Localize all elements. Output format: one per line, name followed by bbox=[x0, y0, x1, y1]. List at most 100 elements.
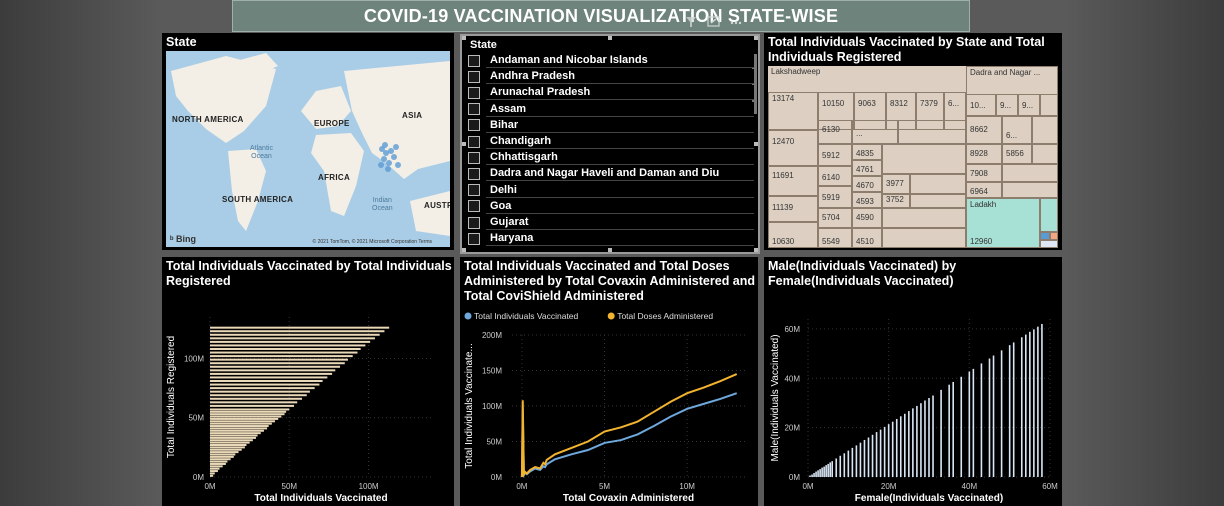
treemap-cell[interactable] bbox=[898, 120, 966, 144]
bar-chart[interactable]: 0M 50M 100M 0M 50M 100M Total Individuals Vacc… bbox=[162, 257, 454, 506]
slicer-item[interactable]: Assam bbox=[468, 101, 754, 117]
treemap-cell[interactable]: 9063 bbox=[854, 92, 886, 130]
treemap-cell[interactable]: 6130 bbox=[818, 120, 852, 144]
treemap-cell[interactable]: 3752 bbox=[882, 194, 910, 208]
resize-handle-left[interactable] bbox=[462, 142, 466, 146]
bar-chart-panel[interactable]: Total Individuals Vaccinated by Total In… bbox=[162, 257, 454, 506]
treemap-cell[interactable]: 8928 bbox=[966, 144, 1002, 164]
resize-handle-br[interactable] bbox=[754, 248, 758, 252]
slicer-checkbox[interactable] bbox=[468, 184, 480, 197]
treemap-cell-lakshadweep[interactable]: Lakshadweep bbox=[771, 67, 821, 76]
visual-header-icons[interactable] bbox=[684, 14, 744, 30]
line-chart-panel[interactable]: Total Individuals Vaccinated and Total D… bbox=[460, 257, 758, 506]
treemap-cell[interactable] bbox=[1040, 232, 1050, 240]
treemap-cell[interactable]: 7908 bbox=[966, 164, 1002, 182]
state-slicer[interactable]: State Andaman and Nicobar Islands Andhra … bbox=[460, 34, 760, 254]
slicer-checkbox[interactable] bbox=[468, 70, 480, 83]
treemap-cell[interactable] bbox=[882, 208, 966, 228]
focus-mode-icon[interactable] bbox=[707, 16, 720, 27]
world-map[interactable]: NORTH AMERICA EUROPE ASIA AFRICA SOUTH A… bbox=[166, 51, 450, 247]
line-chart[interactable]: 0M 50M 100M 150M 200M 0M 5M 10M Total Individual… bbox=[460, 257, 758, 506]
treemap-cell[interactable]: 4590 bbox=[852, 208, 882, 228]
slicer-item[interactable]: Andaman and Nicobar Islands bbox=[468, 53, 754, 68]
slicer-item[interactable]: Goa bbox=[468, 198, 754, 214]
treemap-cell[interactable]: 5549 bbox=[818, 228, 852, 248]
treemap-cell[interactable]: 11139 bbox=[768, 196, 818, 222]
treemap-cell[interactable]: 10150 bbox=[818, 92, 854, 130]
treemap-cell[interactable]: 10630 bbox=[768, 222, 818, 248]
slicer-checkbox[interactable] bbox=[468, 119, 480, 132]
resize-handle-bl[interactable] bbox=[462, 248, 466, 252]
map-panel[interactable]: State NORTH AMERICA EUROPE ASIA AFR bbox=[162, 33, 454, 250]
state-markers[interactable] bbox=[376, 139, 406, 179]
treemap-cell[interactable]: 4510 bbox=[852, 228, 882, 248]
treemap-cell[interactable]: 13174 bbox=[768, 92, 818, 130]
treemap-cell[interactable] bbox=[1032, 144, 1058, 164]
slicer-item[interactable]: Haryana bbox=[468, 231, 754, 247]
treemap-cell[interactable]: 8662 bbox=[966, 116, 1002, 144]
treemap-cell[interactable] bbox=[910, 174, 966, 194]
slicer-item[interactable]: Dadra and Nagar Haveli and Daman and Diu bbox=[468, 166, 754, 182]
treemap-cell[interactable] bbox=[1040, 94, 1058, 116]
filter-icon[interactable] bbox=[686, 17, 696, 27]
treemap-cell[interactable]: 5704 bbox=[818, 208, 852, 228]
resize-handle-tl[interactable] bbox=[462, 36, 466, 40]
resize-handle-right[interactable] bbox=[754, 142, 758, 146]
more-options-icon[interactable] bbox=[730, 21, 742, 25]
resize-handle-tr[interactable] bbox=[754, 36, 758, 40]
treemap-cell[interactable]: 6... bbox=[944, 92, 966, 130]
treemap-cell[interactable]: 6140 bbox=[818, 166, 852, 186]
treemap-cell[interactable]: 4835 bbox=[852, 144, 882, 160]
treemap-cell[interactable]: 6... bbox=[1002, 116, 1032, 144]
treemap-cell[interactable]: 6964 bbox=[966, 182, 1002, 198]
treemap-cell[interactable]: 12470 bbox=[768, 130, 818, 166]
treemap-cell[interactable]: 5912 bbox=[818, 144, 852, 166]
treemap-cell[interactable]: 10... bbox=[966, 94, 996, 116]
treemap-cell[interactable]: 5856 bbox=[1002, 144, 1032, 164]
slicer-checkbox[interactable] bbox=[468, 86, 480, 99]
treemap-cell[interactable]: 9... bbox=[1018, 94, 1040, 116]
male-female-panel[interactable]: Male(Individuals Vaccinated) by Female(In… bbox=[764, 257, 1062, 506]
treemap-cell[interactable]: 8312 bbox=[886, 92, 916, 130]
map-copyright[interactable]: © 2021 TomTom, © 2021 Microsoft Corporat… bbox=[312, 239, 432, 245]
treemap-cell[interactable] bbox=[1002, 182, 1058, 198]
treemap[interactable]: Lakshadweep 13174 10150 9063 8312 7379 6… bbox=[768, 66, 1058, 248]
treemap-cell-ladakh[interactable]: Ladakh 12960 bbox=[966, 198, 1040, 248]
slicer-checkbox[interactable] bbox=[468, 103, 480, 116]
slicer-item[interactable]: Delhi bbox=[468, 182, 754, 198]
treemap-cell[interactable] bbox=[1050, 232, 1058, 240]
slicer-item[interactable]: Bihar bbox=[468, 117, 754, 133]
slicer-item[interactable]: Gujarat bbox=[468, 215, 754, 230]
slicer-checkbox[interactable] bbox=[468, 200, 480, 213]
slicer-item[interactable]: Arunachal Pradesh bbox=[468, 85, 754, 101]
treemap-cell[interactable] bbox=[1040, 198, 1058, 232]
treemap-cell[interactable]: 4670 bbox=[852, 176, 882, 192]
slicer-item[interactable]: Andhra Pradesh bbox=[468, 69, 754, 85]
treemap-cell[interactable]: 7379 bbox=[916, 92, 944, 130]
treemap-cell[interactable]: 5919 bbox=[818, 186, 852, 208]
slicer-item[interactable]: Chhattisgarh bbox=[468, 150, 754, 166]
treemap-cell[interactable] bbox=[882, 144, 966, 174]
treemap-cell[interactable] bbox=[1032, 116, 1058, 144]
slicer-checkbox[interactable] bbox=[468, 232, 480, 245]
treemap-cell[interactable]: ... bbox=[852, 120, 898, 144]
treemap-cell[interactable]: 11691 bbox=[768, 166, 818, 196]
treemap-cell[interactable]: 4593 bbox=[852, 192, 882, 208]
treemap-cell[interactable] bbox=[1002, 164, 1058, 182]
resize-handle-bottom[interactable] bbox=[608, 248, 612, 252]
treemap-cell[interactable] bbox=[910, 194, 966, 208]
treemap-cell[interactable] bbox=[882, 228, 966, 248]
slicer-checkbox[interactable] bbox=[468, 167, 480, 180]
treemap-cell[interactable]: 4761 bbox=[852, 160, 882, 176]
slicer-scrollbar[interactable] bbox=[752, 54, 757, 114]
slicer-checkbox[interactable] bbox=[468, 54, 480, 67]
treemap-cell[interactable]: 9... bbox=[996, 94, 1018, 116]
slicer-checkbox[interactable] bbox=[468, 151, 480, 164]
slicer-checkbox[interactable] bbox=[468, 135, 480, 148]
slicer-checkbox[interactable] bbox=[468, 216, 480, 229]
treemap-cell[interactable]: 3977 bbox=[882, 174, 910, 194]
resize-handle-top[interactable] bbox=[608, 36, 612, 40]
treemap-cell[interactable] bbox=[1040, 240, 1058, 248]
slicer-item[interactable]: Chandigarh bbox=[468, 134, 754, 149]
